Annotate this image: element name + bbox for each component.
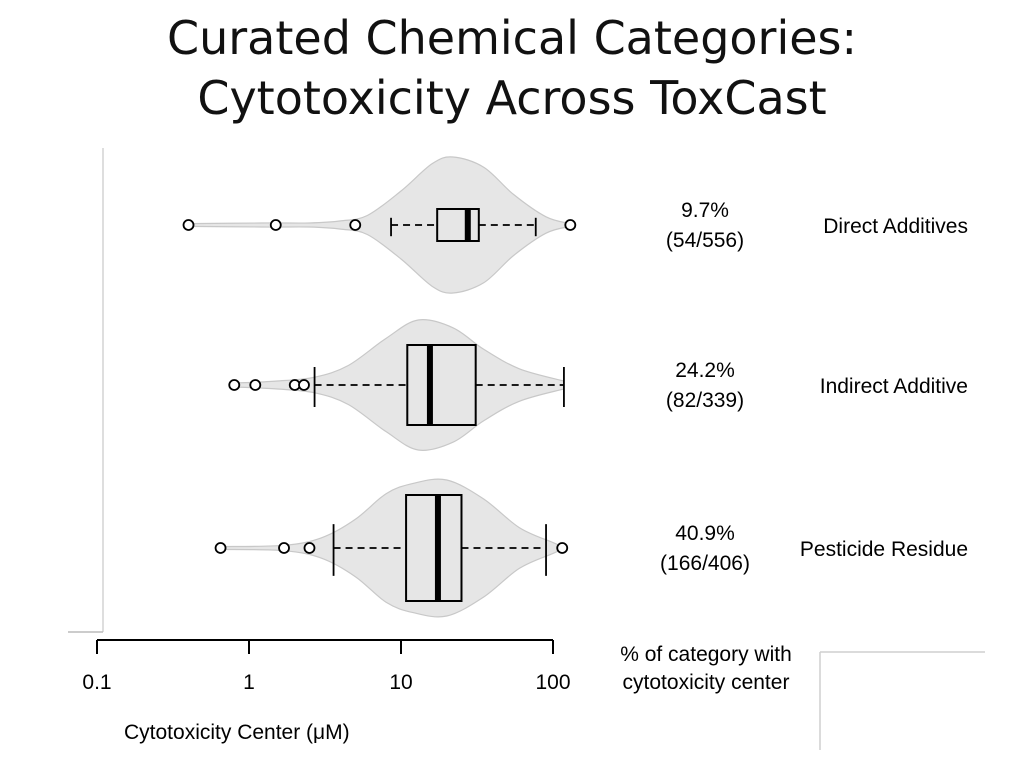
outlier-point — [303, 542, 316, 554]
series-direct-additives: 9.7% (54/556) Direct Additives — [182, 156, 968, 294]
outlier-point — [228, 379, 241, 391]
series-pesticide-residue: 40.9% (166/406) Pesticide Residue — [214, 478, 968, 618]
outlier-point — [278, 542, 290, 554]
slide-title-line-1: Curated Chemical Categories: — [166, 11, 858, 65]
x-axis: 0.1 1 10 100 — [82, 639, 571, 694]
count-label: (82/339) — [666, 389, 744, 412]
outlier-point — [182, 219, 195, 231]
outlier-point — [249, 379, 262, 391]
outlier-point — [214, 542, 227, 554]
percent-label: 24.2% — [675, 359, 735, 382]
count-label: (54/556) — [666, 229, 744, 252]
right-column-label-line-2: cytotoxicity center — [623, 671, 790, 694]
slide-title-line-2: Cytotoxicity Across ToxCast — [197, 71, 827, 125]
x-tick-label: 10 — [389, 671, 412, 694]
plot-layer: 9.7% (54/556) Direct Additives 24.2% (82/339… — [182, 156, 968, 618]
percent-label: 40.9% — [675, 522, 735, 545]
percent-label: 9.7% — [681, 199, 729, 222]
x-axis-label: Cytotoxicity Center (μM) — [124, 721, 350, 744]
iqr-box — [406, 344, 477, 426]
series-indirect-additive: 24.2% (82/339) Indirect Additive — [228, 319, 968, 451]
outlier-point — [298, 379, 310, 391]
count-label: (166/406) — [660, 552, 750, 575]
outlier-point — [556, 542, 569, 554]
iqr-box — [405, 494, 463, 602]
x-tick-label: 0.1 — [82, 671, 111, 694]
x-tick-label: 100 — [535, 671, 570, 694]
outlier-point — [564, 219, 577, 231]
x-tick-label: 1 — [243, 671, 255, 694]
outlier-point — [269, 219, 282, 231]
category-label: Direct Additives — [823, 215, 968, 238]
outlier-point — [349, 219, 362, 231]
category-label: Pesticide Residue — [800, 538, 968, 561]
iqr-box — [436, 208, 480, 242]
slide-title: Curated Chemical Categories: Cytotoxicit… — [0, 8, 1024, 128]
violin-shape — [187, 156, 571, 294]
right-column-label-line-1: % of category with — [620, 643, 792, 666]
category-label: Indirect Additive — [820, 375, 968, 398]
